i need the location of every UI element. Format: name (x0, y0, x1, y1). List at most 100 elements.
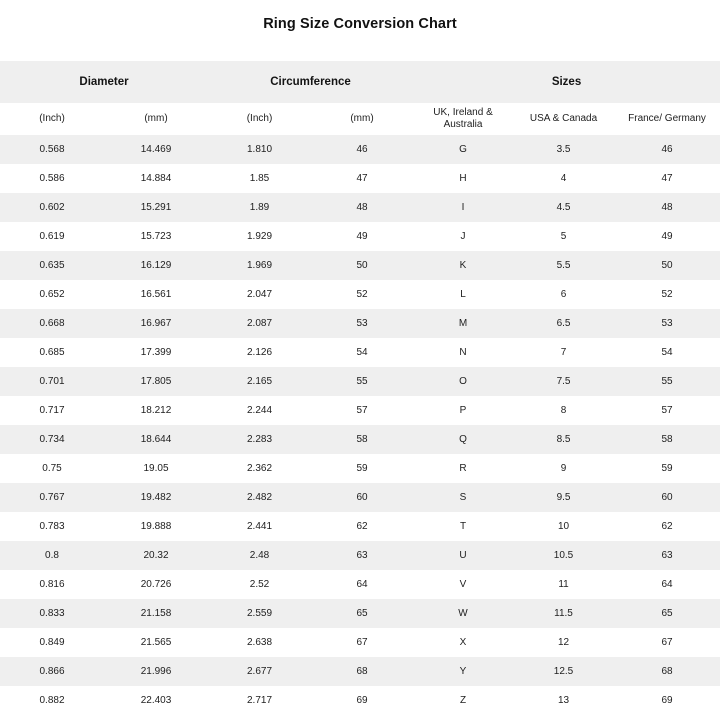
table-cell: 50 (614, 251, 720, 280)
table-cell: H (413, 164, 514, 193)
table-row: 0.783 19.888 2.441 62 T 10 62 (0, 512, 720, 541)
table-cell: 57 (614, 396, 720, 425)
table-cell: X (413, 628, 514, 657)
table-cell: 19.888 (104, 512, 208, 541)
table-cell: 58 (311, 425, 414, 454)
group-header-circumference: Circumference (208, 61, 414, 103)
table-cell: 0.8 (0, 541, 104, 570)
table-row: 0.586 14.884 1.85 47 H 4 47 (0, 164, 720, 193)
table-cell: 16.561 (104, 280, 208, 309)
table-cell: 12 (513, 628, 615, 657)
group-header-sizes: Sizes (413, 61, 720, 103)
table-cell: 53 (311, 309, 414, 338)
table-cell: 68 (311, 657, 414, 686)
table-row: 0.767 19.482 2.482 60 S 9.5 60 (0, 483, 720, 512)
table-cell: 9.5 (513, 483, 615, 512)
table-cell: 1.969 (208, 251, 311, 280)
table-cell: 5.5 (513, 251, 615, 280)
table-cell: 7 (513, 338, 615, 367)
table-cell: 0.849 (0, 628, 104, 657)
table-cell: 47 (614, 164, 720, 193)
table-row: 0.602 15.291 1.89 48 I 4.5 48 (0, 193, 720, 222)
table-cell: 12.5 (513, 657, 615, 686)
table-cell: 52 (311, 280, 414, 309)
table-cell: 8.5 (513, 425, 615, 454)
table-cell: 57 (311, 396, 414, 425)
table-cell: 17.805 (104, 367, 208, 396)
table-cell: 60 (311, 483, 414, 512)
table-cell: 0.635 (0, 251, 104, 280)
table-cell: 2.165 (208, 367, 311, 396)
table-cell: 0.619 (0, 222, 104, 251)
table-cell: Q (413, 425, 514, 454)
table-cell: 14.884 (104, 164, 208, 193)
table-cell: 2.48 (208, 541, 311, 570)
sub-header-france-germany: France/ Germany (614, 103, 720, 135)
table-cell: 46 (614, 135, 720, 164)
table-cell: 59 (614, 454, 720, 483)
table-cell: 2.126 (208, 338, 311, 367)
table-cell: 2.362 (208, 454, 311, 483)
table-cell: 49 (614, 222, 720, 251)
group-header-diameter: Diameter (0, 61, 208, 103)
table-row: 0.635 16.129 1.969 50 K 5.5 50 (0, 251, 720, 280)
table-cell: 46 (311, 135, 414, 164)
table-cell: 58 (614, 425, 720, 454)
table-row: 0.8 20.32 2.48 63 U 10.5 63 (0, 541, 720, 570)
table-cell: N (413, 338, 514, 367)
table-cell: K (413, 251, 514, 280)
table-cell: 0.717 (0, 396, 104, 425)
table-cell: 2.52 (208, 570, 311, 599)
table-cell: 2.717 (208, 686, 311, 715)
table-cell: 49 (311, 222, 414, 251)
table-cell: 0.701 (0, 367, 104, 396)
table-row: 0.652 16.561 2.047 52 L 6 52 (0, 280, 720, 309)
table-cell: 0.668 (0, 309, 104, 338)
table-cell: 1.929 (208, 222, 311, 251)
table-cell: 19.482 (104, 483, 208, 512)
table-cell: 16.967 (104, 309, 208, 338)
table-cell: 7.5 (513, 367, 615, 396)
table-cell: O (413, 367, 514, 396)
table-row: 0.882 22.403 2.717 69 Z 13 69 (0, 686, 720, 715)
sub-header-diameter-mm: (mm) (104, 103, 208, 135)
table-cell: 2.482 (208, 483, 311, 512)
table-cell: 11.5 (513, 599, 615, 628)
table-cell: 11 (513, 570, 615, 599)
sub-header-uk-ireland-australia: UK, Ireland & Australia (413, 103, 514, 135)
table-row: 0.568 14.469 1.810 46 G 3.5 46 (0, 135, 720, 164)
table-cell: 0.767 (0, 483, 104, 512)
table-cell: 62 (614, 512, 720, 541)
table-cell: 15.291 (104, 193, 208, 222)
table-cell: 65 (311, 599, 414, 628)
table-cell: Z (413, 686, 514, 715)
table-cell: G (413, 135, 514, 164)
table-row: 0.701 17.805 2.165 55 O 7.5 55 (0, 367, 720, 396)
table-cell: 2.244 (208, 396, 311, 425)
table-cell: 22.403 (104, 686, 208, 715)
table-cell: 68 (614, 657, 720, 686)
table-cell: 1.810 (208, 135, 311, 164)
table-cell: 0.685 (0, 338, 104, 367)
table-row: 0.668 16.967 2.087 53 M 6.5 53 (0, 309, 720, 338)
table-cell: 55 (311, 367, 414, 396)
table-cell: 0.602 (0, 193, 104, 222)
table-cell: 17.399 (104, 338, 208, 367)
table-row: 0.685 17.399 2.126 54 N 7 54 (0, 338, 720, 367)
table-cell: U (413, 541, 514, 570)
table-cell: 69 (614, 686, 720, 715)
table-row: 0.849 21.565 2.638 67 X 12 67 (0, 628, 720, 657)
table-cell: 0.652 (0, 280, 104, 309)
ring-size-conversion-table: Diameter Circumference Sizes (Inch) (mm)… (0, 61, 720, 715)
table-cell: 64 (311, 570, 414, 599)
table-cell: J (413, 222, 514, 251)
table-row: 0.619 15.723 1.929 49 J 5 49 (0, 222, 720, 251)
table-cell: P (413, 396, 514, 425)
table-cell: 1.89 (208, 193, 311, 222)
table-cell: 6.5 (513, 309, 615, 338)
table-cell: 60 (614, 483, 720, 512)
table-cell: V (413, 570, 514, 599)
table-cell: 16.129 (104, 251, 208, 280)
table-cell: 2.677 (208, 657, 311, 686)
